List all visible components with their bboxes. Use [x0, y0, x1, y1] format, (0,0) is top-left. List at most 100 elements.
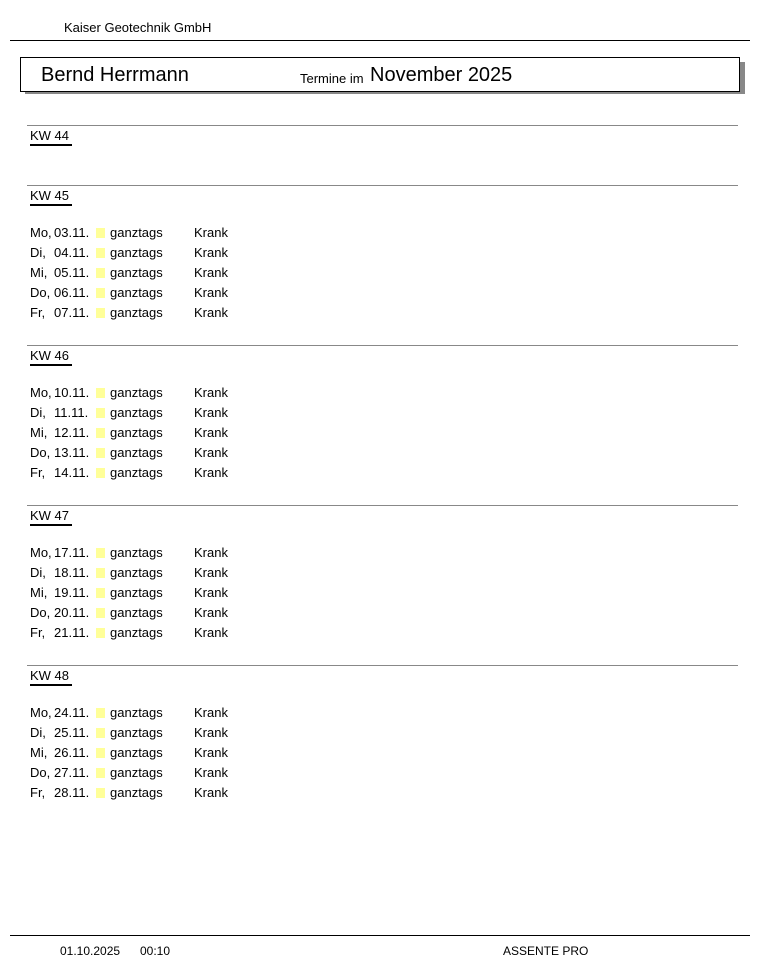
day-name: Di,	[30, 245, 46, 260]
entry-date: 11.11.	[54, 405, 89, 420]
entry-row[interactable]: Mo, 17.11. ganztags Krank	[30, 545, 330, 565]
entry-date: 27.11.	[54, 765, 90, 780]
all-day-marker	[96, 728, 105, 738]
all-day-marker	[96, 408, 105, 418]
entry-row[interactable]: Mo, 10.11. ganztags Krank	[30, 385, 330, 405]
all-day-marker	[96, 568, 105, 578]
entry-time: ganztags	[110, 305, 163, 320]
entry-date: 18.11.	[54, 565, 90, 580]
day-name: Di,	[30, 565, 46, 580]
day-name: Mi,	[30, 585, 48, 600]
all-day-marker	[96, 768, 105, 778]
title-box: Bernd Herrmann Termine im November 2025	[20, 57, 740, 92]
entry-date: 14.11.	[54, 465, 90, 480]
day-name: Fr,	[30, 785, 46, 800]
day-name: Mo,	[30, 545, 52, 560]
day-name: Mi,	[30, 425, 48, 440]
print-time: 00:10	[140, 944, 171, 958]
entry-date: 12.11.	[54, 425, 90, 440]
entry-row[interactable]: Mo, 03.11. ganztags Krank	[30, 225, 330, 245]
entry-date: 06.11.	[54, 285, 90, 300]
entry-row[interactable]: Mi, 26.11. ganztags Krank	[30, 745, 330, 765]
all-day-marker	[96, 708, 105, 718]
entry-text: Krank	[194, 565, 228, 580]
week-divider	[27, 185, 738, 186]
week-label: KW 47	[30, 508, 72, 526]
entry-date: 20.11.	[54, 605, 90, 620]
termine-label: Termine im	[300, 71, 364, 86]
entry-row[interactable]: Mo, 24.11. ganztags Krank	[30, 705, 330, 725]
entry-row[interactable]: Mi, 05.11. ganztags Krank	[30, 265, 330, 285]
month-title: November 2025	[370, 64, 513, 86]
entry-text: Krank	[194, 585, 228, 600]
entry-row[interactable]: Fr, 14.11. ganztags Krank	[30, 465, 330, 485]
entry-row[interactable]: Do, 06.11. ganztags Krank	[30, 285, 330, 305]
week-divider	[27, 345, 738, 346]
entry-time: ganztags	[110, 245, 163, 260]
day-name: Mo,	[30, 225, 52, 240]
entry-text: Krank	[194, 245, 228, 260]
entry-row[interactable]: Di, 18.11. ganztags Krank	[30, 565, 330, 585]
all-day-marker	[96, 288, 105, 298]
entry-date: 03.11.	[54, 225, 90, 240]
all-day-marker	[96, 788, 105, 798]
entry-row[interactable]: Di, 25.11. ganztags Krank	[30, 725, 330, 745]
entry-date: 10.11.	[54, 385, 90, 400]
entry-date: 13.11.	[54, 445, 90, 460]
entry-row[interactable]: Do, 13.11. ganztags Krank	[30, 445, 330, 465]
entry-text: Krank	[194, 265, 228, 280]
day-name: Fr,	[30, 305, 46, 320]
entry-row[interactable]: Di, 11.11. ganztags Krank	[30, 405, 330, 425]
entry-row[interactable]: Do, 20.11. ganztags Krank	[30, 605, 330, 625]
entry-text: Krank	[194, 465, 228, 480]
entry-text: Krank	[194, 785, 228, 800]
entry-time: ganztags	[110, 445, 163, 460]
entry-row[interactable]: Fr, 28.11. ganztags Krank	[30, 785, 330, 805]
entry-date: 05.11.	[54, 265, 90, 280]
all-day-marker	[96, 548, 105, 558]
entry-row[interactable]: Fr, 07.11. ganztags Krank	[30, 305, 330, 325]
day-name: Mi,	[30, 265, 48, 280]
entry-row[interactable]: Do, 27.11. ganztags Krank	[30, 765, 330, 785]
week-divider	[27, 125, 738, 126]
entry-row[interactable]: Mi, 12.11. ganztags Krank	[30, 425, 330, 445]
all-day-marker	[96, 588, 105, 598]
entry-date: 25.11.	[54, 725, 90, 740]
entry-date: 26.11.	[54, 745, 90, 760]
day-name: Do,	[30, 445, 51, 460]
entry-time: ganztags	[110, 385, 163, 400]
entry-text: Krank	[194, 425, 228, 440]
entry-date: 07.11.	[54, 305, 90, 320]
person-name: Bernd Herrmann	[41, 64, 189, 86]
week-label: KW 48	[30, 668, 72, 686]
entry-row[interactable]: Di, 04.11. ganztags Krank	[30, 245, 330, 265]
day-name: Mi,	[30, 745, 48, 760]
day-name: Di,	[30, 725, 46, 740]
entry-text: Krank	[194, 745, 228, 760]
entry-row[interactable]: Fr, 21.11. ganztags Krank	[30, 625, 330, 645]
entry-time: ganztags	[110, 545, 163, 560]
day-name: Do,	[30, 765, 51, 780]
entry-date: 17.11.	[54, 545, 90, 560]
entry-time: ganztags	[110, 465, 163, 480]
all-day-marker	[96, 388, 105, 398]
day-name: Fr,	[30, 625, 46, 640]
entry-time: ganztags	[110, 225, 163, 240]
all-day-marker	[96, 628, 105, 638]
entry-text: Krank	[194, 545, 228, 560]
entry-text: Krank	[194, 285, 228, 300]
entry-text: Krank	[194, 605, 228, 620]
footer-divider	[10, 935, 750, 936]
week-divider	[27, 505, 738, 506]
all-day-marker	[96, 468, 105, 478]
entry-time: ganztags	[110, 725, 163, 740]
entry-time: ganztags	[110, 605, 163, 620]
entry-text: Krank	[194, 765, 228, 780]
all-day-marker	[96, 248, 105, 258]
all-day-marker	[96, 448, 105, 458]
entry-time: ganztags	[110, 625, 163, 640]
entry-row[interactable]: Mi, 19.11. ganztags Krank	[30, 585, 330, 605]
week-label: KW 46	[30, 348, 72, 366]
entry-time: ganztags	[110, 785, 163, 800]
header-divider	[10, 40, 750, 41]
